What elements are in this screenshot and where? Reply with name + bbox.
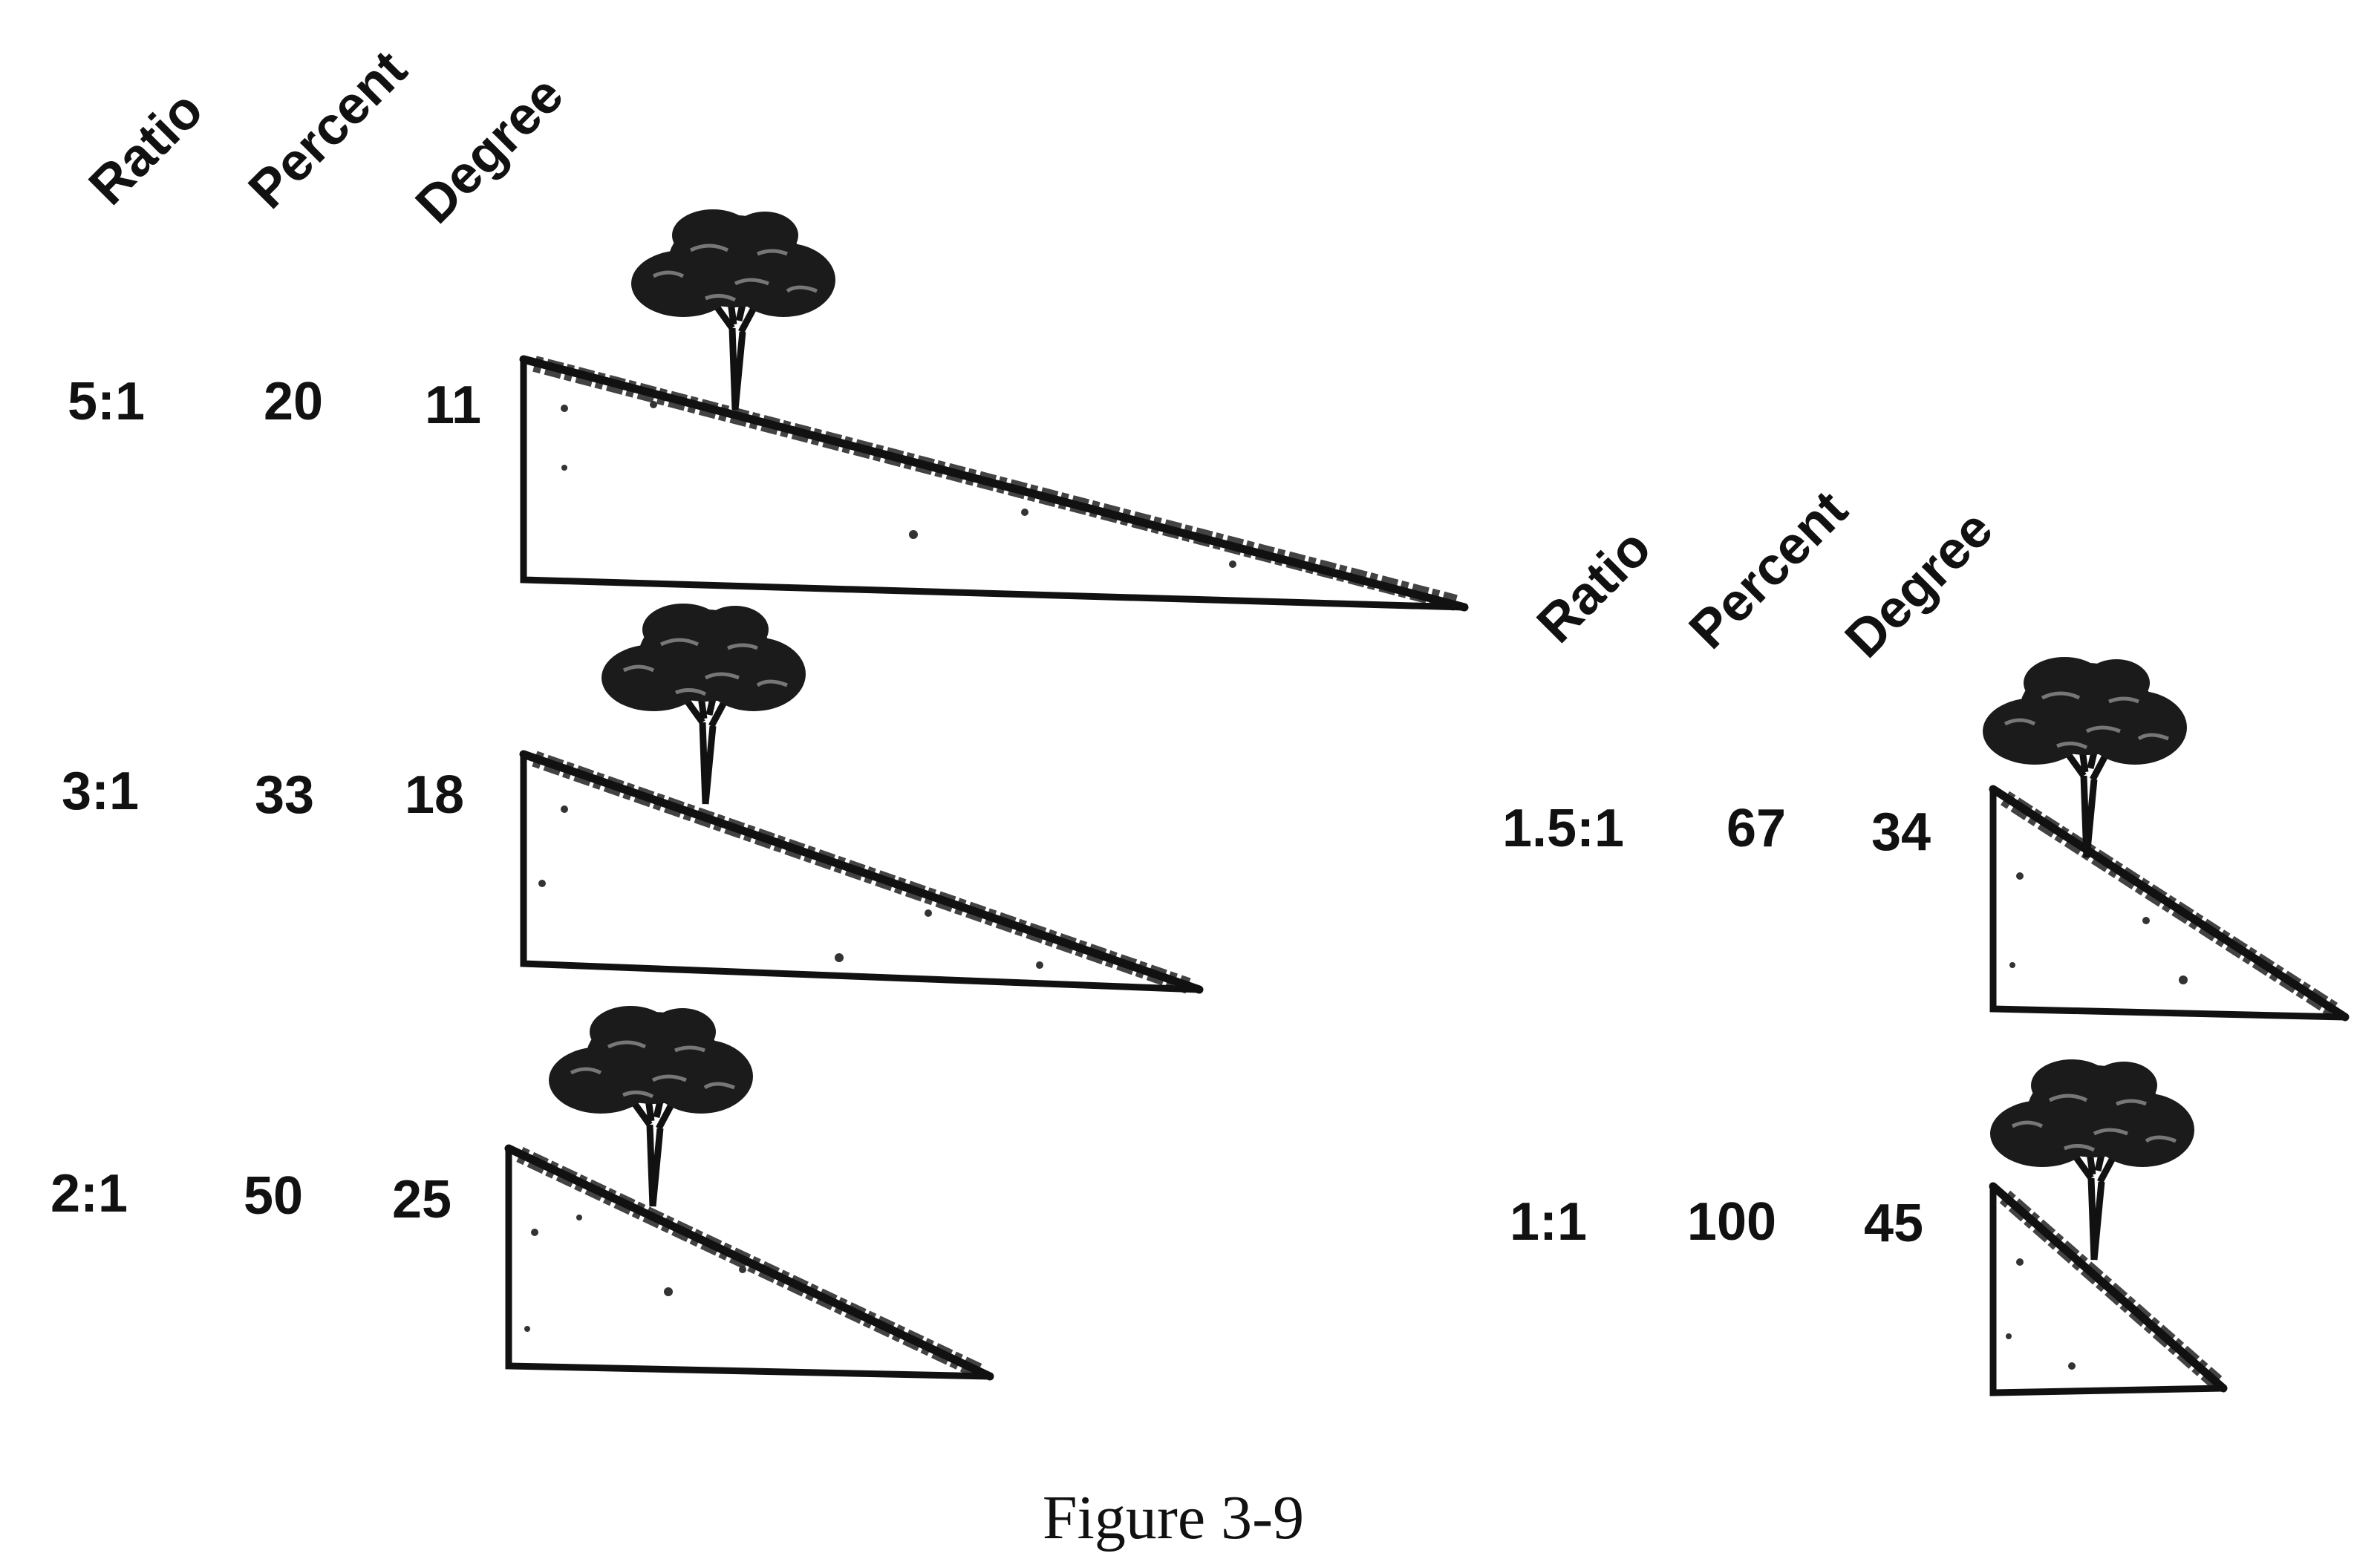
slope-diagram — [519, 604, 1204, 994]
column-header: Percent — [1678, 480, 1859, 660]
ratio: 1.5:1 — [1502, 799, 1624, 858]
percent: 50 — [244, 1166, 303, 1226]
ratio: 2:1 — [50, 1164, 128, 1223]
ratio: 3:1 — [62, 762, 139, 821]
slope-diagram — [504, 1006, 994, 1381]
ratio: 5:1 — [68, 372, 145, 431]
slope-diagram — [1990, 1059, 2228, 1396]
column-header: Ratio — [1526, 517, 1663, 654]
column-header: Ratio — [78, 79, 215, 216]
column-header: Percent — [238, 39, 418, 220]
degree: 45 — [1864, 1194, 1923, 1253]
ratio: 1:1 — [1510, 1192, 1587, 1252]
degree: 18 — [405, 765, 464, 825]
degree: 25 — [392, 1170, 451, 1229]
percent: 67 — [1727, 799, 1786, 858]
percent: 100 — [1687, 1192, 1776, 1252]
column-header: Degree — [405, 65, 575, 235]
percent: 33 — [255, 765, 314, 825]
slope-diagram — [519, 209, 1469, 612]
percent: 20 — [264, 372, 323, 431]
figure-caption: Figure 3-9 — [1043, 1483, 1304, 1552]
degree: 34 — [1871, 803, 1931, 862]
slope-diagram — [1983, 657, 2350, 1022]
degree: 11 — [425, 376, 481, 435]
column-header: Degree — [1834, 499, 2004, 669]
